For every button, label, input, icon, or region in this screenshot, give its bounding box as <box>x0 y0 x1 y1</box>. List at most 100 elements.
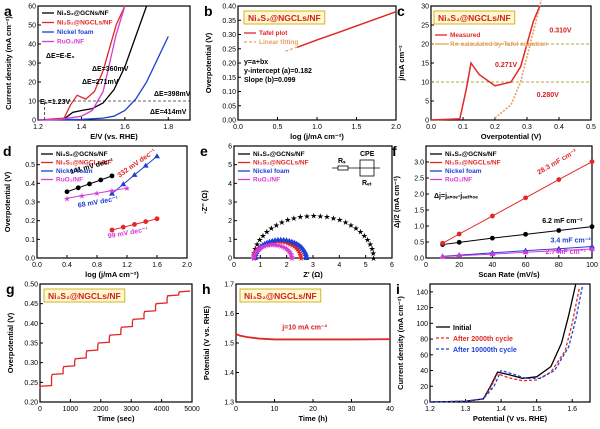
data-point: ★ <box>283 244 290 253</box>
legend-entry: Tafel plot <box>259 30 288 37</box>
data-point: ★ <box>63 194 70 203</box>
x-tick-label: 0.5 <box>586 124 596 131</box>
data-point: ★ <box>276 241 283 250</box>
x-tick-label: 1.6 <box>567 406 577 413</box>
circuit-label: Rₛ <box>338 158 346 165</box>
data-point: ★ <box>93 189 100 198</box>
data-point: ★ <box>279 243 286 252</box>
circuit-label: CPE <box>360 151 375 158</box>
data-point: ★ <box>278 242 285 251</box>
x-tick-label: 3 <box>311 262 315 269</box>
data-point: ★ <box>271 241 278 250</box>
x-tick-label: 80 <box>555 262 563 269</box>
y-tick-label: 1 <box>228 237 232 244</box>
y-tick-label: 0 <box>228 256 232 263</box>
x-axis-label: Overpotential (V) <box>481 132 542 141</box>
x-tick-label: 6 <box>390 262 394 269</box>
y-tick-label: 1.0 <box>414 224 424 231</box>
data-point: ★ <box>310 212 317 221</box>
y-axis-label: Overpotential (V) <box>3 171 12 232</box>
data-point: ★ <box>263 241 270 250</box>
equation-line: y-intercept (a)=0.182 <box>244 68 312 75</box>
legend: Tafel plot Linear fitting <box>244 30 298 46</box>
y-tick-label: 2 <box>228 218 232 225</box>
data-point: ★ <box>278 218 285 227</box>
y-tick-label: 0.3 <box>25 200 35 207</box>
series-line-0 <box>296 10 397 49</box>
x-tick-label: 1.4 <box>77 124 87 131</box>
title-box-text: Ni₃S₂@NGCLs/NF <box>244 291 317 301</box>
legend-entry: Nickel foam <box>253 168 290 175</box>
x-tick-label: 1.6 <box>120 124 130 131</box>
y-tick-label: 100 <box>416 321 428 328</box>
y-tick-label: 1.6 <box>224 311 234 318</box>
x-axis-label: E/V (vs. RHE) <box>90 132 138 141</box>
x-axis-label: Time (h) <box>298 414 328 423</box>
data-point <box>64 189 70 195</box>
x-tick-label: 1.8 <box>163 124 173 131</box>
series-line-0 <box>39 290 191 389</box>
series-line-0 <box>235 333 391 341</box>
data-point: ★ <box>342 218 349 227</box>
data-point: ★ <box>252 245 259 254</box>
x-tick-label: 0 <box>424 262 428 269</box>
title-box <box>239 288 322 303</box>
data-point: ★ <box>267 241 274 250</box>
data-point: ★ <box>298 254 305 263</box>
data-point: ★ <box>253 247 260 256</box>
x-tick-label: 2 <box>285 262 289 269</box>
data-point <box>132 222 137 227</box>
data-point: ★ <box>281 243 288 252</box>
y-tick-label: 0.50 <box>24 282 38 289</box>
y-tick-label: 0 <box>32 118 36 125</box>
equivalent-circuit: Rₛ CPE Rₑₜ <box>332 151 380 187</box>
panel-letter: d <box>3 143 12 159</box>
data-point: ★ <box>256 244 263 253</box>
x-tick-label: 4000 <box>154 406 170 413</box>
series-line-0 <box>430 5 541 121</box>
data-point: ★ <box>336 216 343 225</box>
y-tick-label: 0.05 <box>222 103 236 110</box>
y-axis-label: Overpotential (V) <box>204 32 213 93</box>
data-point <box>143 219 149 225</box>
legend-entry: Ni₃S₂@GCNs/NF <box>57 10 109 17</box>
data-point: ★ <box>330 214 337 223</box>
data-point: ★ <box>274 241 281 250</box>
data-point <box>589 243 595 249</box>
data-point: ★ <box>284 246 291 255</box>
data-point: ★ <box>287 250 294 259</box>
y-tick-label: 40 <box>28 42 36 49</box>
annotation: 0.310V <box>549 28 572 35</box>
data-point <box>98 177 104 183</box>
data-point: ★ <box>123 184 130 193</box>
data-point: ★ <box>256 236 263 245</box>
title-box-text: Ni₃S₂@NGCLs/NF <box>248 13 321 23</box>
x-tick-label: 0.5 <box>273 124 283 131</box>
data-point <box>109 227 115 233</box>
panel-letter: g <box>6 281 15 297</box>
x-tick-label: 20 <box>309 406 317 413</box>
panel-b: 0.0 0.5 1.0 1.5 2.0 0.00 0.05 0.10 0.15 0.20 0.25 0… <box>204 3 401 141</box>
x-axis-label: Potential (V vs. RHE) <box>473 414 548 423</box>
data-point: ★ <box>297 250 304 259</box>
x-tick-label: 4 <box>337 262 341 269</box>
y-tick-label: 3.0 <box>414 160 424 167</box>
data-point <box>456 239 462 245</box>
series-line-3 <box>442 248 593 258</box>
y-tick-label: 30 <box>421 4 429 11</box>
data-point: ★ <box>259 231 266 240</box>
y-tick-label: 50 <box>28 23 36 30</box>
data-point <box>555 247 562 253</box>
x-tick-label: 1.0 <box>312 124 322 131</box>
x-tick-label: 1.6 <box>152 262 162 269</box>
data-point: ★ <box>288 252 295 261</box>
slope-label: 3.4 mF cm⁻² <box>551 238 592 245</box>
x-tick-label: 60 <box>522 262 530 269</box>
data-point: ★ <box>370 249 377 258</box>
x-axis-label: log (j/mA cm⁻²) <box>85 270 139 279</box>
plot-frame <box>429 283 591 403</box>
legend-entry: Nickel foam <box>56 168 93 175</box>
